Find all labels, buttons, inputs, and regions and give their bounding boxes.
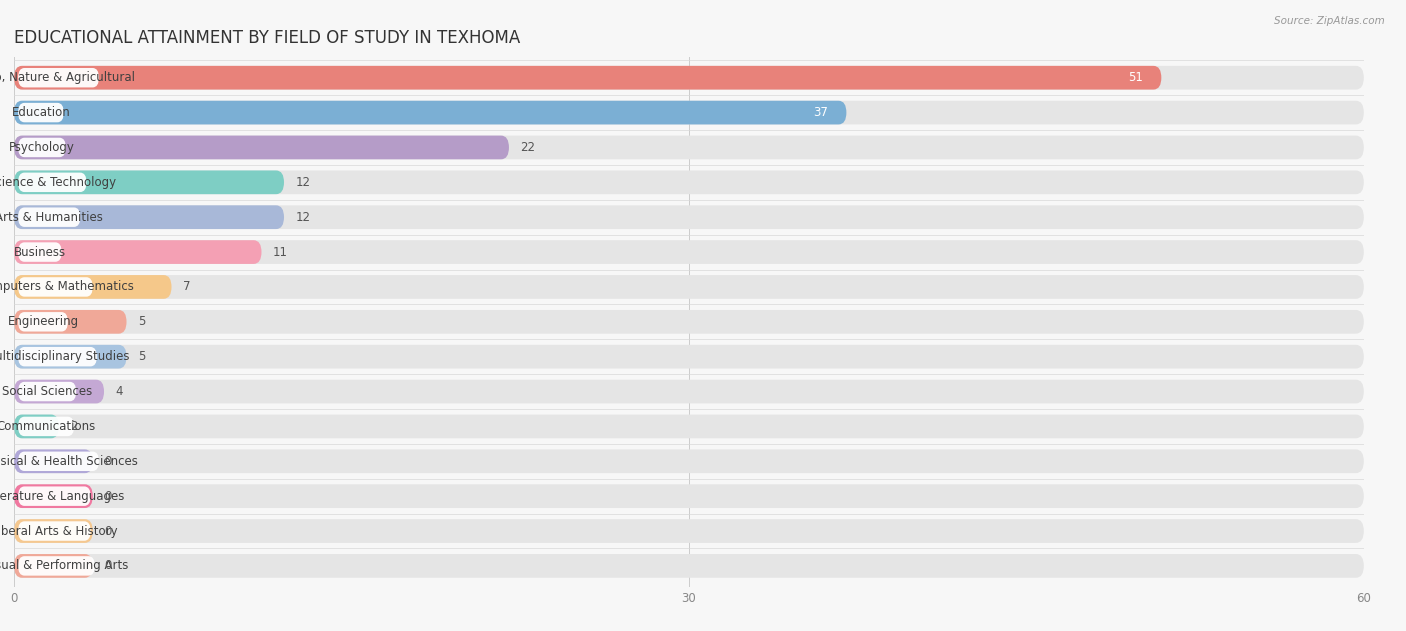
FancyBboxPatch shape <box>14 415 1364 439</box>
Text: Bio, Nature & Agricultural: Bio, Nature & Agricultural <box>0 71 135 84</box>
FancyBboxPatch shape <box>14 380 104 403</box>
Text: 12: 12 <box>295 211 311 224</box>
Text: Business: Business <box>14 245 66 259</box>
Text: 0: 0 <box>104 455 111 468</box>
FancyBboxPatch shape <box>18 138 66 157</box>
Text: 0: 0 <box>104 560 111 572</box>
Text: 37: 37 <box>814 106 828 119</box>
Text: 51: 51 <box>1129 71 1143 84</box>
Text: Education: Education <box>11 106 70 119</box>
Text: 0: 0 <box>104 490 111 503</box>
FancyBboxPatch shape <box>14 240 1364 264</box>
FancyBboxPatch shape <box>14 519 93 543</box>
FancyBboxPatch shape <box>14 380 1364 403</box>
FancyBboxPatch shape <box>18 416 75 436</box>
FancyBboxPatch shape <box>14 449 93 473</box>
Text: Multidisciplinary Studies: Multidisciplinary Studies <box>0 350 129 363</box>
FancyBboxPatch shape <box>14 170 284 194</box>
Text: Arts & Humanities: Arts & Humanities <box>0 211 103 224</box>
FancyBboxPatch shape <box>18 277 93 297</box>
FancyBboxPatch shape <box>18 312 67 331</box>
FancyBboxPatch shape <box>14 275 1364 299</box>
FancyBboxPatch shape <box>14 275 172 299</box>
FancyBboxPatch shape <box>14 136 1364 159</box>
Text: Source: ZipAtlas.com: Source: ZipAtlas.com <box>1274 16 1385 26</box>
Text: Science & Technology: Science & Technology <box>0 176 117 189</box>
Text: 5: 5 <box>138 350 145 363</box>
FancyBboxPatch shape <box>18 487 90 506</box>
FancyBboxPatch shape <box>14 101 846 124</box>
FancyBboxPatch shape <box>14 554 1364 578</box>
FancyBboxPatch shape <box>14 345 127 369</box>
FancyBboxPatch shape <box>18 347 97 367</box>
FancyBboxPatch shape <box>18 521 90 541</box>
FancyBboxPatch shape <box>14 310 1364 334</box>
FancyBboxPatch shape <box>14 240 262 264</box>
Text: Liberal Arts & History: Liberal Arts & History <box>0 524 118 538</box>
Text: Visual & Performing Arts: Visual & Performing Arts <box>0 560 128 572</box>
FancyBboxPatch shape <box>14 170 1364 194</box>
FancyBboxPatch shape <box>14 205 284 229</box>
Text: 5: 5 <box>138 316 145 328</box>
Text: Computers & Mathematics: Computers & Mathematics <box>0 280 135 293</box>
Text: EDUCATIONAL ATTAINMENT BY FIELD OF STUDY IN TEXHOMA: EDUCATIONAL ATTAINMENT BY FIELD OF STUDY… <box>14 29 520 47</box>
Text: Physical & Health Sciences: Physical & Health Sciences <box>0 455 138 468</box>
Text: 11: 11 <box>273 245 288 259</box>
FancyBboxPatch shape <box>18 173 87 192</box>
FancyBboxPatch shape <box>18 208 80 227</box>
FancyBboxPatch shape <box>18 382 76 401</box>
FancyBboxPatch shape <box>18 242 62 262</box>
FancyBboxPatch shape <box>14 345 1364 369</box>
Text: 2: 2 <box>70 420 77 433</box>
FancyBboxPatch shape <box>14 485 1364 508</box>
FancyBboxPatch shape <box>18 103 63 122</box>
FancyBboxPatch shape <box>14 310 127 334</box>
FancyBboxPatch shape <box>14 485 93 508</box>
FancyBboxPatch shape <box>14 205 1364 229</box>
FancyBboxPatch shape <box>14 449 1364 473</box>
FancyBboxPatch shape <box>14 519 1364 543</box>
FancyBboxPatch shape <box>18 68 98 88</box>
Text: Social Sciences: Social Sciences <box>1 385 93 398</box>
FancyBboxPatch shape <box>18 452 98 471</box>
Text: Psychology: Psychology <box>8 141 75 154</box>
FancyBboxPatch shape <box>14 66 1161 90</box>
FancyBboxPatch shape <box>14 136 509 159</box>
FancyBboxPatch shape <box>18 556 94 575</box>
Text: Engineering: Engineering <box>7 316 79 328</box>
Text: Literature & Languages: Literature & Languages <box>0 490 124 503</box>
Text: 0: 0 <box>104 524 111 538</box>
FancyBboxPatch shape <box>14 101 1364 124</box>
FancyBboxPatch shape <box>14 66 1364 90</box>
Text: 12: 12 <box>295 176 311 189</box>
FancyBboxPatch shape <box>14 415 59 439</box>
Text: Communications: Communications <box>0 420 96 433</box>
Text: 7: 7 <box>183 280 190 293</box>
Text: 22: 22 <box>520 141 536 154</box>
FancyBboxPatch shape <box>14 554 93 578</box>
Text: 4: 4 <box>115 385 122 398</box>
